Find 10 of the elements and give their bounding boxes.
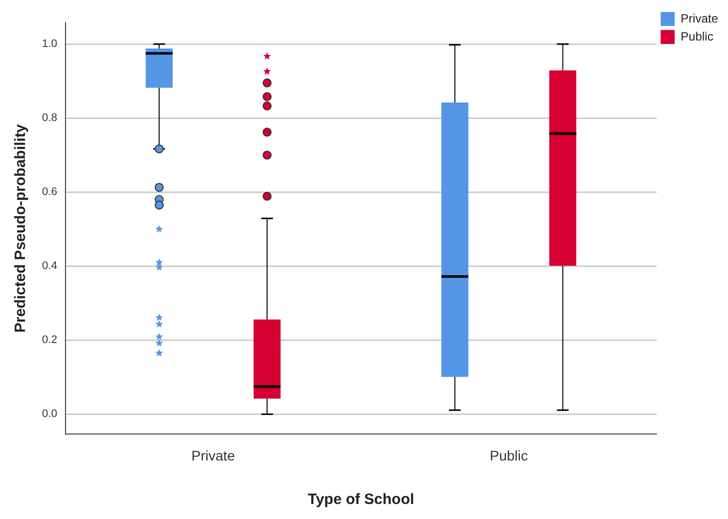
y-tick-label: 0.4: [42, 260, 58, 272]
y-axis-title: Predicted Pseudo-probability: [12, 124, 30, 333]
y-tick-label: 0.0: [42, 408, 58, 420]
x-axis-title: Type of School: [308, 491, 414, 508]
y-tick-label: 1.0: [42, 38, 58, 50]
y-tick-label: 0.6: [42, 186, 58, 198]
legend-label: Private: [680, 11, 718, 26]
y-tick-label: 0.2: [42, 334, 58, 346]
legend-label: Public: [680, 29, 714, 44]
y-tick-label: 0.8: [42, 112, 58, 124]
